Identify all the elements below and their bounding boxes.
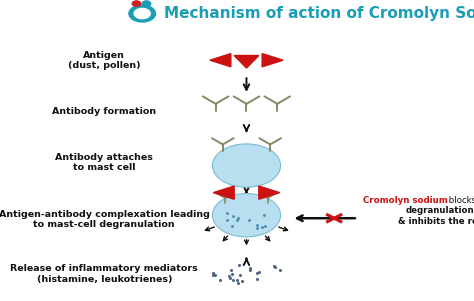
- Circle shape: [129, 5, 155, 22]
- Text: Antigen
(dust, pollen): Antigen (dust, pollen): [68, 51, 141, 70]
- Polygon shape: [213, 186, 234, 199]
- Circle shape: [212, 144, 281, 187]
- Text: blocks the: blocks the: [446, 196, 474, 205]
- Text: Cromolyn sodium: Cromolyn sodium: [363, 196, 447, 205]
- Text: & inhibits the release: & inhibits the release: [398, 217, 474, 226]
- Circle shape: [134, 8, 150, 19]
- Text: Antibody formation: Antibody formation: [52, 107, 156, 116]
- Text: Antibody attaches
to mast cell: Antibody attaches to mast cell: [55, 153, 153, 172]
- Text: Antigen-antibody complexation leading
to mast-cell degranulation: Antigen-antibody complexation leading to…: [0, 210, 210, 229]
- Circle shape: [212, 194, 281, 237]
- Text: Release of inflammatory mediators
(histamine, leukotrienes): Release of inflammatory mediators (hista…: [10, 264, 198, 284]
- Polygon shape: [259, 186, 280, 199]
- Text: degranulation: degranulation: [405, 206, 474, 215]
- Polygon shape: [210, 54, 231, 67]
- Text: Mechanism of action of Cromolyn Sodium: Mechanism of action of Cromolyn Sodium: [164, 6, 474, 21]
- Polygon shape: [234, 55, 259, 68]
- Circle shape: [142, 1, 151, 6]
- Circle shape: [132, 1, 141, 6]
- Polygon shape: [262, 54, 283, 67]
